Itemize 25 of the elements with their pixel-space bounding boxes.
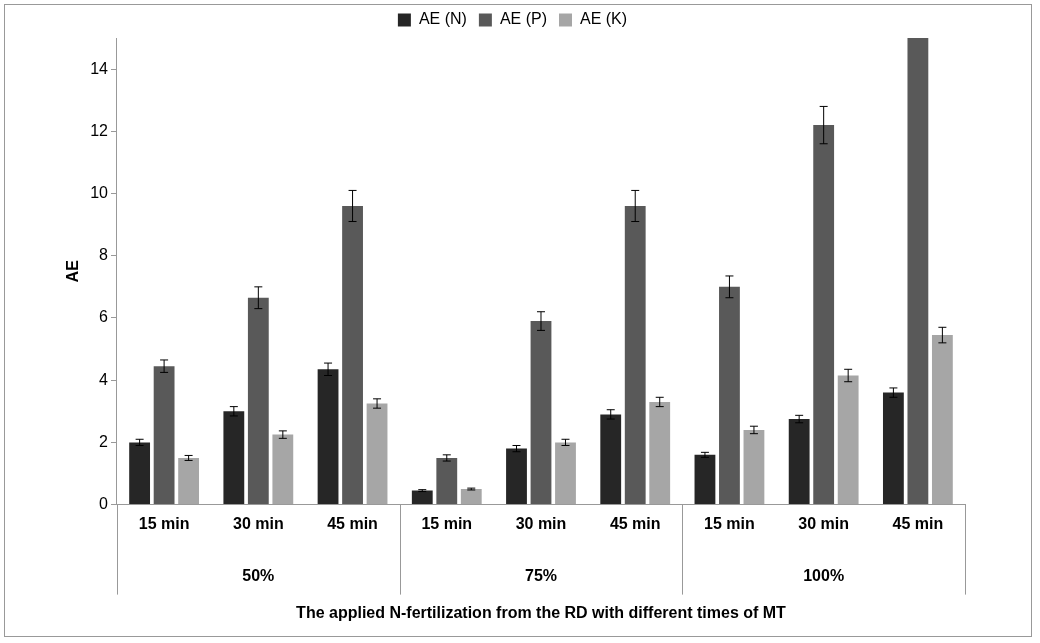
- y-tick-label: 2: [99, 432, 109, 450]
- x-tick-label: 15 min: [138, 514, 190, 532]
- text: 100%: [803, 567, 845, 585]
- legend-label: AE (P): [499, 10, 548, 28]
- legend-label: AE (N): [418, 10, 467, 28]
- x-tick-label: 30 min: [232, 514, 284, 532]
- y-tick-label: 0: [99, 495, 109, 513]
- y-tick-label: 4: [99, 370, 109, 388]
- legend-label: AE (K): [580, 10, 628, 28]
- y-tick-label: 14: [90, 59, 109, 77]
- x-tick-label: 45 min: [609, 514, 661, 532]
- text: 50%: [242, 567, 275, 585]
- y-tick-label: 12: [90, 121, 109, 139]
- y-tick-label: 10: [90, 183, 109, 201]
- x-tick-label: 30 min: [515, 514, 567, 532]
- x-tick-label: 45 min: [327, 514, 378, 532]
- x-tick-label: 30 min: [798, 514, 850, 532]
- x-tick-label: 45 min: [892, 514, 944, 532]
- y-tick-label: 6: [99, 308, 109, 326]
- x-axis-title: The applied N-fertilization from the RD with different times of MT: [296, 603, 787, 621]
- x-tick-label: 15 min: [421, 514, 473, 532]
- x-tick-label: 15 min: [704, 514, 755, 532]
- y-axis-title: AE: [64, 259, 82, 283]
- y-tick-label: 8: [99, 246, 109, 264]
- text: 75%: [524, 567, 558, 585]
